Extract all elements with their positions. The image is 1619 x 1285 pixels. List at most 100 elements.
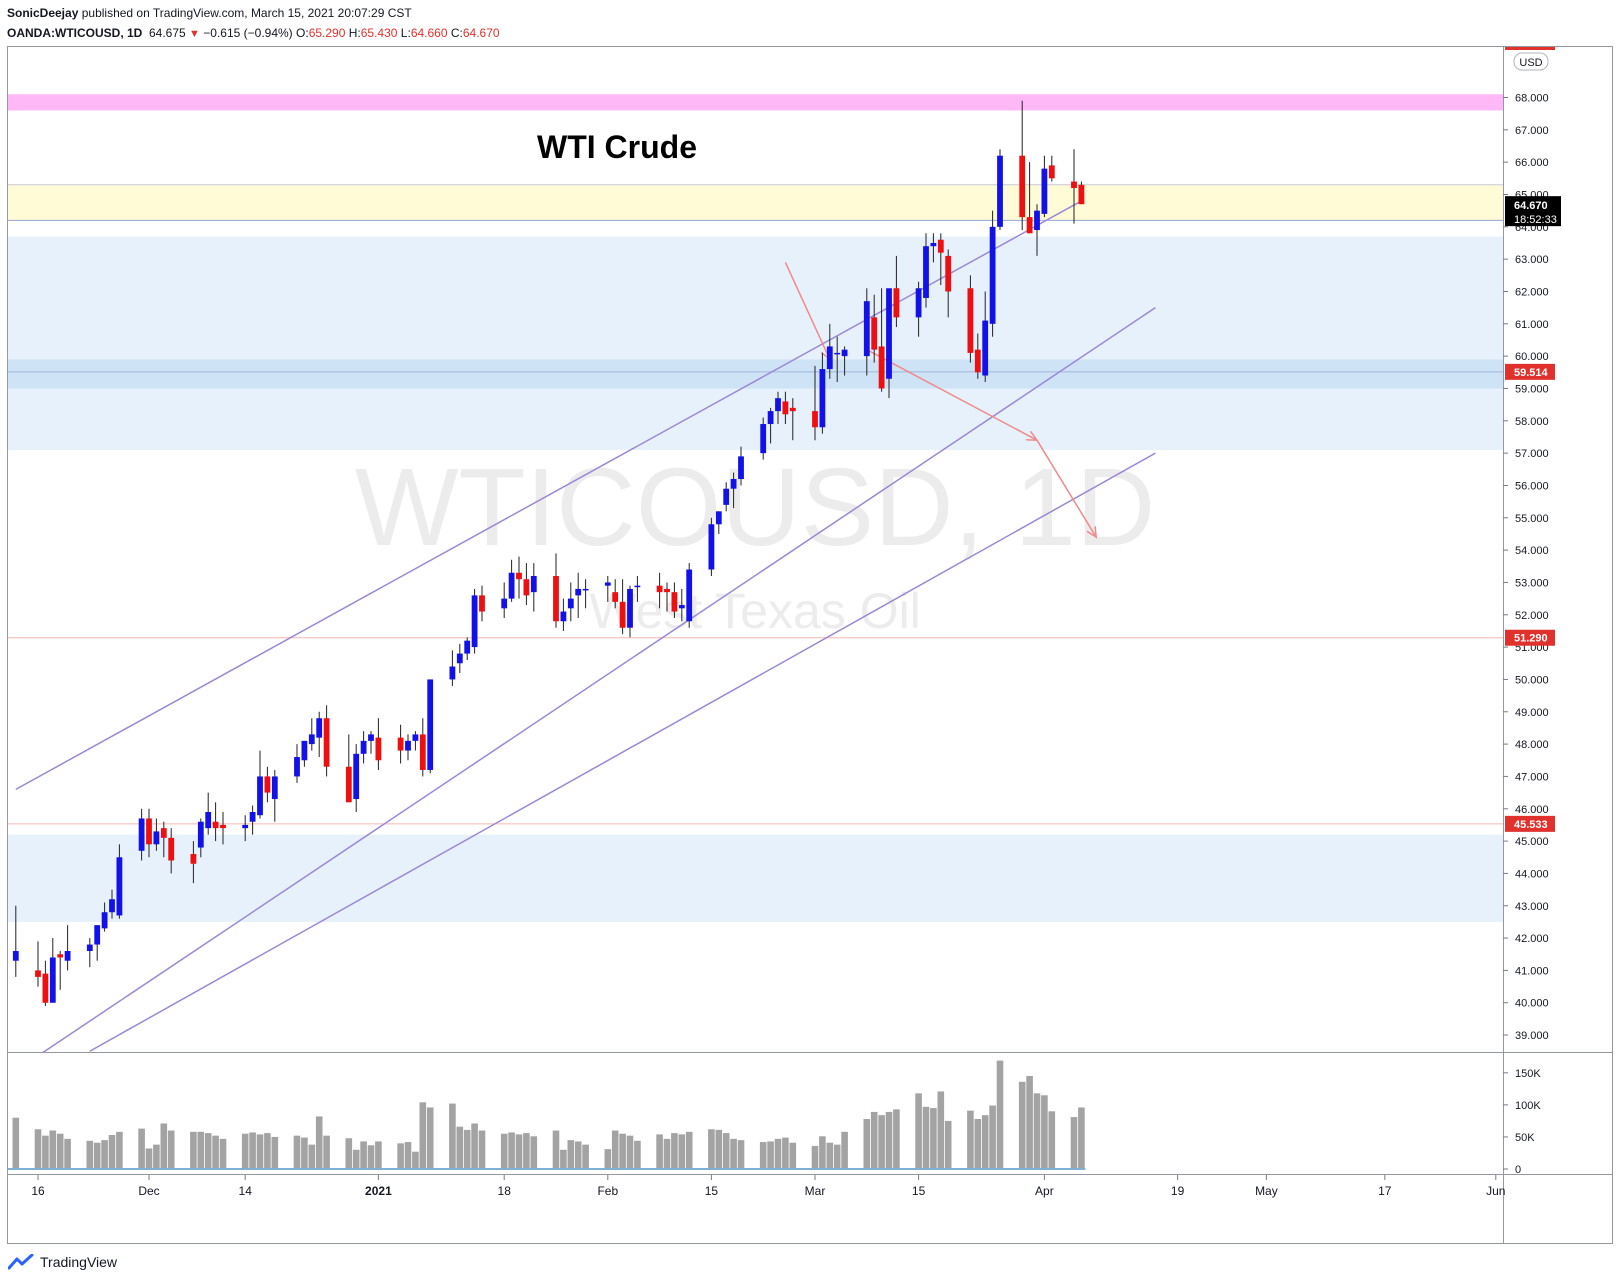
volume-bar[interactable] [160,1123,168,1169]
volume-bar[interactable] [759,1142,767,1169]
candle[interactable] [146,808,152,858]
chart-frame[interactable] [7,46,1613,1244]
zone-blue-mid[interactable] [8,359,1503,389]
currency-button[interactable]: USD [1513,52,1549,71]
channel-line-2[interactable] [16,307,1156,1071]
volume-bar[interactable] [42,1135,49,1169]
candle[interactable] [656,572,663,609]
volume-bar[interactable] [367,1145,375,1169]
volume-bar[interactable] [767,1141,774,1169]
candle[interactable] [760,417,767,460]
volume-bar[interactable] [456,1126,464,1169]
volume-bar[interactable] [722,1133,730,1169]
volume-bar[interactable] [212,1135,219,1169]
candle[interactable] [294,744,300,783]
candle[interactable] [264,766,271,803]
volume-bar[interactable] [863,1118,871,1169]
candle[interactable] [449,650,456,686]
candle[interactable] [345,734,352,803]
candle[interactable] [516,556,522,599]
volume-bar[interactable] [397,1143,404,1169]
volume-bar[interactable] [56,1133,64,1169]
volume-bar[interactable] [1041,1095,1048,1169]
candle[interactable] [464,637,471,661]
volume-bar[interactable] [944,1120,952,1169]
volume-bar[interactable] [826,1142,834,1169]
candle[interactable] [627,585,633,638]
channel-line-1[interactable] [15,200,1082,791]
volume-bar[interactable] [86,1140,94,1169]
candle[interactable] [412,731,419,751]
candle[interactable] [530,563,537,612]
candle[interactable] [553,553,559,628]
volume-bar[interactable] [656,1134,663,1169]
volume-bar[interactable] [412,1151,419,1169]
candle[interactable] [560,598,567,631]
candle[interactable] [678,588,685,622]
volume-bar[interactable] [1018,1081,1026,1169]
candle[interactable] [878,288,885,392]
candle[interactable] [479,585,485,622]
volume-bar[interactable] [782,1137,789,1169]
candle[interactable] [789,398,796,441]
candle[interactable] [841,346,848,376]
volume-bar[interactable] [789,1142,797,1169]
volume-bar[interactable] [552,1130,560,1169]
volume-bar[interactable] [49,1130,57,1169]
candle[interactable] [456,643,463,673]
candle[interactable] [664,582,670,612]
candle[interactable] [249,805,256,835]
volume-bar[interactable] [167,1130,175,1169]
volume-bar[interactable] [360,1141,367,1169]
volume-bar[interactable] [715,1129,723,1169]
price-label-level[interactable]: 59.514 [1505,363,1555,380]
candle[interactable] [301,740,308,767]
candle[interactable] [94,925,101,961]
volume-bar[interactable] [708,1129,715,1169]
volume-bar[interactable] [190,1131,197,1169]
candle[interactable] [109,889,115,919]
volume-bar[interactable] [582,1144,589,1169]
candle[interactable] [242,815,249,842]
time-axis[interactable]: 16 Dec 14 2021 18 Feb 15 Mar 15 Apr 19 May 17 Jun [31,1175,1505,1198]
price-chart[interactable]: WTICOUSD, 1D West Texas Oil WTI Crude 39… [0,0,1619,1250]
candle[interactable] [1034,204,1040,256]
price-label-level[interactable]: 51.290 [1505,629,1555,646]
volume-bar[interactable] [249,1132,256,1169]
volume-bar[interactable] [426,1107,434,1169]
candle[interactable] [575,572,582,619]
candle[interactable] [427,679,434,774]
volume-bar[interactable] [996,1060,1004,1169]
candle[interactable] [57,951,64,990]
volume-bar[interactable] [197,1131,205,1169]
candle[interactable] [826,323,833,379]
candle[interactable] [257,750,263,819]
candle[interactable] [775,391,781,425]
candle[interactable] [834,336,841,383]
volume-bar[interactable] [138,1128,145,1169]
candle[interactable] [937,233,944,286]
volume-bar[interactable] [841,1131,848,1169]
volume-bar[interactable] [471,1123,478,1169]
candle[interactable] [368,731,374,754]
volume-bar[interactable] [345,1138,353,1169]
volume-bar[interactable] [937,1091,945,1169]
volume-bar[interactable] [989,1105,996,1169]
candle[interactable] [471,588,478,654]
channel-line-3[interactable] [89,452,1156,1052]
volume-bar[interactable] [204,1133,212,1169]
volume-bar[interactable] [500,1133,508,1169]
candle[interactable] [1019,100,1026,231]
candle[interactable] [212,802,219,842]
candle[interactable] [160,821,167,858]
candle[interactable] [604,575,611,602]
candle[interactable] [508,559,515,602]
candle[interactable] [308,718,315,751]
candle[interactable] [989,210,996,337]
candle[interactable] [634,575,641,602]
projection-arrow-3[interactable] [1036,439,1098,539]
candle[interactable] [982,291,989,383]
volume-axis[interactable]: 0 50K 100K 150K [1503,1068,1541,1176]
candle[interactable] [190,841,197,884]
candle[interactable] [974,333,981,379]
